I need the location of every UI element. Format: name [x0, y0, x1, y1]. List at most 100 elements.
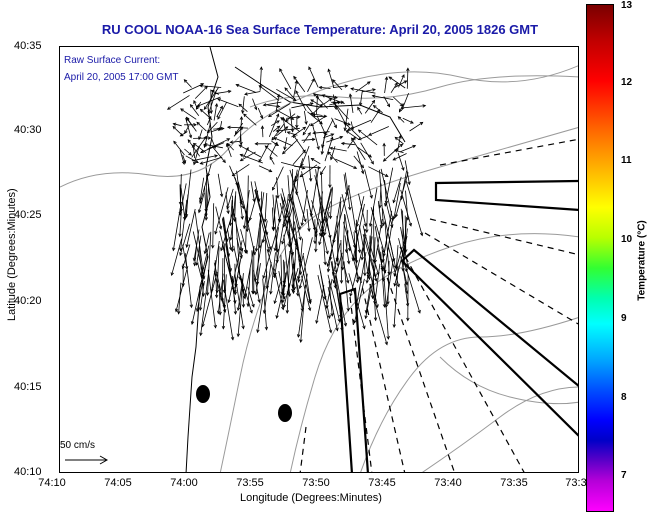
current-vector: [364, 169, 373, 199]
current-vector: [306, 209, 310, 232]
current-vector-head: [227, 299, 231, 304]
current-vector-head: [193, 161, 197, 166]
current-vector-head: [262, 103, 267, 107]
current-vector-head: [260, 125, 265, 130]
current-vector: [254, 181, 260, 202]
current-vector-head: [392, 157, 397, 161]
current-vector: [357, 146, 372, 158]
current-vector: [374, 218, 383, 263]
current-vector-head: [323, 114, 328, 119]
current-vector-head: [343, 121, 347, 126]
current-vector: [400, 256, 408, 285]
current-vector: [400, 226, 409, 268]
current-vector: [358, 129, 378, 146]
current-vector-head: [251, 303, 255, 308]
current-vector-head: [295, 124, 299, 129]
current-vector-head: [386, 301, 390, 306]
current-vector-head: [180, 108, 184, 112]
current-vector-head: [199, 332, 203, 337]
current-vector-head: [235, 83, 240, 88]
current-vector: [295, 278, 304, 311]
current-vector-head: [332, 279, 336, 284]
current-vector-head: [380, 265, 384, 270]
current-vector-head: [275, 315, 279, 319]
current-vector: [243, 190, 250, 229]
current-vector-head: [262, 275, 266, 280]
current-vector: [291, 103, 313, 109]
current-vector: [200, 142, 225, 153]
current-vector-head: [230, 336, 235, 341]
current-vector-head: [367, 81, 371, 85]
current-vector: [334, 118, 351, 126]
current-vector: [328, 69, 335, 88]
current-vector-head: [197, 209, 202, 214]
current-vector-head: [181, 265, 185, 270]
current-vector: [403, 228, 408, 265]
current-vector-head: [188, 152, 192, 156]
current-vector-head: [275, 129, 280, 133]
current-vector: [343, 174, 348, 196]
current-vector-head: [355, 279, 360, 284]
current-vector: [253, 270, 260, 303]
current-vector: [270, 252, 276, 294]
current-vector: [370, 109, 380, 123]
current-vector: [217, 98, 239, 108]
current-vector-head: [346, 127, 351, 131]
current-vector: [335, 158, 357, 169]
current-vector: [223, 216, 228, 242]
current-vector: [373, 105, 383, 114]
buoy-marker[interactable]: [278, 404, 292, 422]
current-vector: [242, 279, 244, 308]
buoy-marker[interactable]: [196, 385, 210, 403]
current-vector-head: [308, 178, 313, 182]
current-vector: [333, 102, 347, 126]
map-plot-area[interactable]: Raw Surface Current: April 20, 2005 17:0…: [59, 46, 579, 473]
current-vector-head: [183, 159, 187, 164]
map-svg: [60, 47, 578, 472]
current-vector-head: [204, 217, 209, 221]
current-vector-head: [332, 79, 336, 83]
current-vector-head: [364, 315, 368, 320]
current-vector: [262, 220, 268, 243]
current-vector: [257, 107, 263, 119]
current-vector: [191, 279, 203, 325]
current-vector: [276, 126, 288, 137]
current-vector: [324, 211, 330, 236]
current-vector-head: [308, 66, 312, 71]
current-vector-head: [310, 157, 315, 162]
current-vector-head: [242, 225, 247, 230]
current-vector-head: [296, 115, 301, 119]
current-vector-head: [272, 274, 276, 279]
current-vector-head: [327, 151, 332, 155]
current-vector: [244, 91, 261, 95]
current-vector: [293, 80, 298, 98]
current-vector: [296, 239, 302, 275]
current-vector: [307, 78, 315, 92]
current-vector: [234, 177, 243, 205]
current-vector: [172, 202, 182, 251]
current-vector: [214, 187, 229, 235]
current-vector-head: [283, 146, 287, 151]
current-vector: [300, 145, 310, 167]
current-vector-head: [351, 137, 355, 142]
current-vector: [368, 166, 389, 177]
current-vector: [400, 170, 407, 200]
current-vector-head: [226, 210, 230, 215]
current-vector-head: [259, 66, 263, 71]
current-vector-head: [298, 236, 302, 241]
current-vector-head: [233, 311, 238, 315]
current-vector: [184, 148, 192, 156]
current-vector-head: [401, 261, 406, 266]
current-vector: [267, 104, 280, 107]
current-vector: [340, 250, 349, 283]
current-vector: [394, 80, 407, 88]
current-vector: [254, 239, 263, 282]
current-vector: [272, 207, 274, 231]
current-vector: [283, 272, 287, 296]
current-vector-head: [195, 106, 200, 110]
current-vector: [362, 89, 376, 93]
current-vector-head: [357, 129, 362, 133]
current-vector: [397, 135, 401, 152]
x-axis-label: Longitude (Degrees:Minutes): [240, 492, 382, 504]
current-vector-head: [400, 196, 404, 201]
